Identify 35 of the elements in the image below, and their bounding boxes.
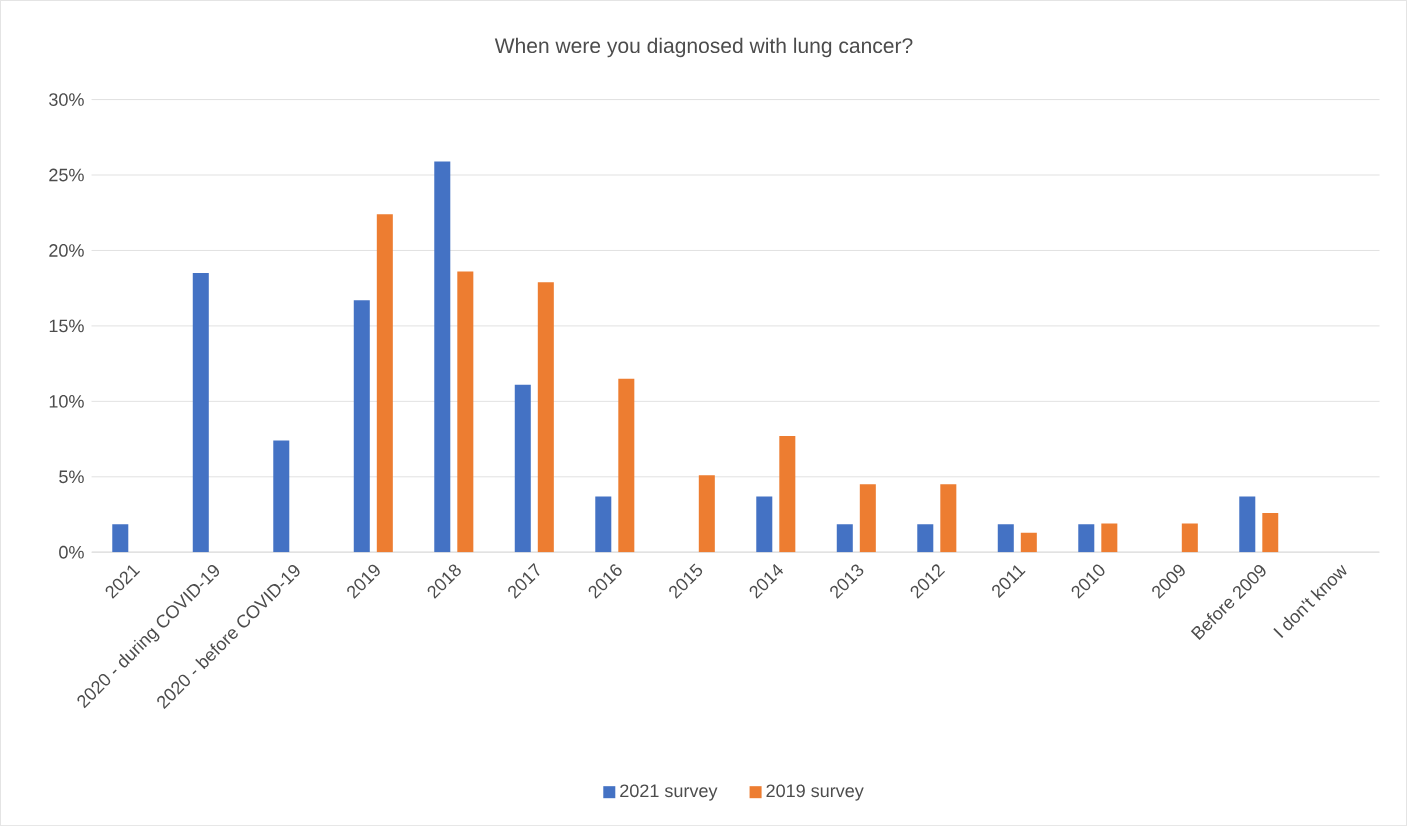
y-tick-label: 25% [49, 168, 84, 182]
bar [779, 436, 796, 553]
bar [192, 273, 209, 553]
bar [434, 161, 451, 553]
bar [376, 214, 393, 553]
bar [698, 475, 715, 553]
bar [836, 524, 853, 553]
bar [273, 440, 290, 553]
bar [353, 300, 370, 553]
bar [859, 484, 876, 553]
y-tick-label: 15% [49, 319, 84, 333]
chart-title: When were you diagnosed with lung cancer? [494, 37, 913, 58]
bar [112, 524, 129, 553]
bar [756, 496, 773, 553]
bar [1101, 523, 1118, 553]
bar [1181, 523, 1198, 553]
bar [457, 271, 474, 553]
bar [537, 282, 554, 553]
bar [514, 384, 531, 553]
bar [1020, 532, 1037, 553]
bar [1078, 524, 1095, 553]
bar [618, 378, 635, 553]
bar [1262, 512, 1279, 553]
bar [940, 484, 957, 553]
y-tick-label: 5% [59, 470, 84, 484]
bar [917, 524, 934, 553]
bar [595, 496, 612, 553]
y-tick-label: 0% [59, 545, 84, 559]
legend-label: 2021 survey [620, 784, 718, 801]
y-tick-label: 30% [49, 93, 84, 106]
legend-label: 2019 survey [766, 784, 864, 801]
y-tick-label: 10% [49, 394, 84, 408]
bar [1239, 496, 1256, 553]
y-tick-label: 20% [49, 244, 84, 257]
bar [997, 524, 1014, 553]
